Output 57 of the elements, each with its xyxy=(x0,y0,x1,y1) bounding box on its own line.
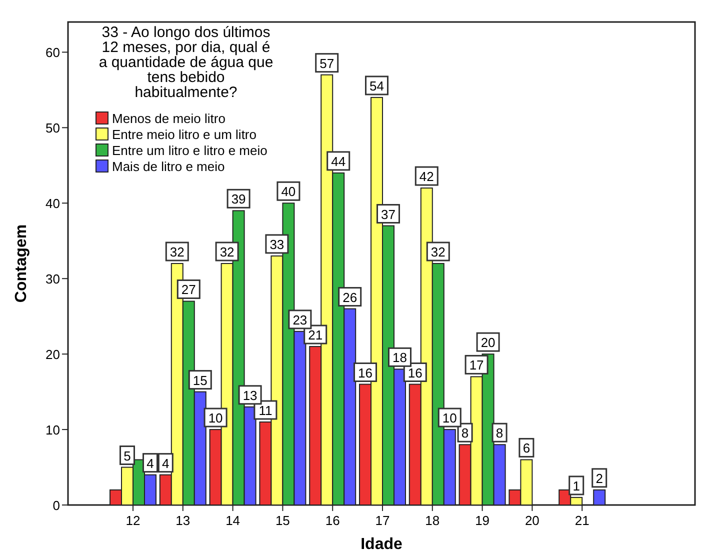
data-label: 1 xyxy=(572,478,580,494)
x-tick-label: 14 xyxy=(226,513,240,528)
data-label: 17 xyxy=(469,358,484,373)
legend-label: Menos de meio litro xyxy=(112,111,226,126)
x-tick-label: 21 xyxy=(574,513,590,528)
data-label: 40 xyxy=(281,184,296,200)
data-label: 16 xyxy=(408,365,422,380)
y-tick-label: 0 xyxy=(52,498,60,513)
data-label: 26 xyxy=(342,290,358,305)
y-tick-label: 30 xyxy=(46,272,60,287)
data-label: 18 xyxy=(392,350,407,366)
legend-label: Entre um litro e litro e meio xyxy=(112,143,268,158)
legend-title: 33 - Ao longo dos últimos 12 meses, por dia, qual é a quantidade de água que tens bebido habitualmente? xyxy=(98,24,274,101)
data-label: 27 xyxy=(181,282,196,298)
y-tick-label: 10 xyxy=(46,422,60,438)
data-label: 10 xyxy=(442,410,457,426)
data-label: 37 xyxy=(381,206,396,222)
y-tick-label: 50 xyxy=(46,120,60,136)
y-tick-label: 20 xyxy=(46,347,60,362)
data-label: 8 xyxy=(461,426,469,441)
data-label: 54 xyxy=(370,78,384,94)
data-label: 4 xyxy=(162,456,170,471)
data-label: 32 xyxy=(170,244,184,260)
data-label: 32 xyxy=(430,244,446,260)
x-tick-label: 12 xyxy=(126,513,140,528)
data-label: 8 xyxy=(496,426,504,441)
data-label: 33 xyxy=(270,236,284,252)
data-label: 44 xyxy=(331,154,346,169)
x-tick-label: 16 xyxy=(325,513,340,528)
data-label: 6 xyxy=(522,440,530,456)
data-label: 42 xyxy=(419,169,434,184)
data-label: 2 xyxy=(596,470,603,486)
x-tick-label: 17 xyxy=(375,513,390,528)
x-tick-label: 18 xyxy=(425,513,440,528)
legend-label: Entre meio litro e um litro xyxy=(112,127,256,142)
data-label: 13 xyxy=(242,388,258,403)
y-tick-label: 60 xyxy=(46,45,60,60)
data-label: 21 xyxy=(308,328,323,343)
data-label: 57 xyxy=(320,56,334,71)
x-axis-title: Idade xyxy=(360,536,402,553)
x-tick-label: 15 xyxy=(275,513,290,528)
data-label: 20 xyxy=(480,335,496,350)
data-label: 10 xyxy=(208,410,223,426)
x-tick-label: 20 xyxy=(524,513,540,528)
data-label: 16 xyxy=(358,365,372,380)
x-tick-label: 19 xyxy=(475,513,490,528)
data-label: 15 xyxy=(192,372,208,388)
data-label: 23 xyxy=(292,312,308,328)
y-axis-title: Contagem xyxy=(13,224,30,303)
data-label: 5 xyxy=(124,448,131,464)
x-tick-label: 13 xyxy=(176,513,190,528)
data-label: 39 xyxy=(231,192,246,207)
legend-label: Mais de litro e meio xyxy=(112,159,225,174)
y-tick-label: 40 xyxy=(46,196,60,212)
data-label: 4 xyxy=(146,456,154,471)
data-label: 11 xyxy=(258,402,272,418)
data-label: 32 xyxy=(220,244,234,260)
